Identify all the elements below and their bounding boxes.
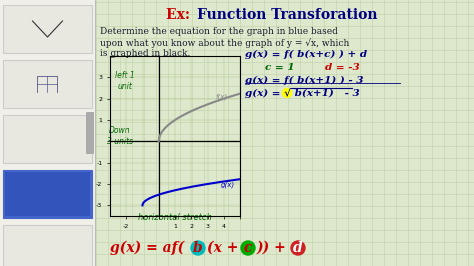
Text: c: c — [244, 241, 252, 255]
Circle shape — [191, 241, 205, 255]
Text: )) +: )) + — [257, 241, 287, 255]
FancyBboxPatch shape — [3, 225, 92, 266]
Text: g(x): g(x) — [220, 181, 235, 188]
FancyBboxPatch shape — [5, 172, 90, 216]
Text: g(x) = af(: g(x) = af( — [110, 241, 184, 255]
Text: Determine the equation for the graph in blue based: Determine the equation for the graph in … — [100, 27, 338, 36]
Text: g(x) = √ b(x+1)   - 3: g(x) = √ b(x+1) - 3 — [245, 88, 360, 98]
FancyBboxPatch shape — [0, 0, 95, 266]
Text: horizontal stretch: horizontal stretch — [138, 214, 212, 222]
Circle shape — [241, 241, 255, 255]
Text: d: d — [293, 241, 303, 255]
Text: d = -3: d = -3 — [325, 63, 360, 72]
Circle shape — [283, 89, 292, 98]
FancyBboxPatch shape — [3, 5, 92, 53]
Text: (x +: (x + — [207, 241, 238, 255]
Text: f(x): f(x) — [216, 94, 228, 100]
Text: b: b — [193, 241, 203, 255]
FancyBboxPatch shape — [3, 170, 92, 218]
Text: is graphed in black.: is graphed in black. — [100, 49, 191, 59]
Text: c = 1: c = 1 — [265, 63, 295, 72]
Circle shape — [291, 241, 305, 255]
Text: Down
3 units: Down 3 units — [107, 126, 133, 146]
FancyBboxPatch shape — [86, 112, 94, 154]
Text: Ex:: Ex: — [166, 8, 195, 22]
FancyBboxPatch shape — [3, 115, 92, 163]
Text: Function Transforation: Function Transforation — [197, 8, 377, 22]
Text: g(x) = f( b(x+c) ) + d: g(x) = f( b(x+c) ) + d — [245, 49, 367, 59]
FancyBboxPatch shape — [3, 60, 92, 108]
Text: g(x) = f( b(x+1) ) - 3: g(x) = f( b(x+1) ) - 3 — [245, 76, 364, 85]
Text: upon what you know about the graph of y = √x, which: upon what you know about the graph of y … — [100, 38, 349, 48]
Text: left 1
unit: left 1 unit — [115, 71, 135, 91]
